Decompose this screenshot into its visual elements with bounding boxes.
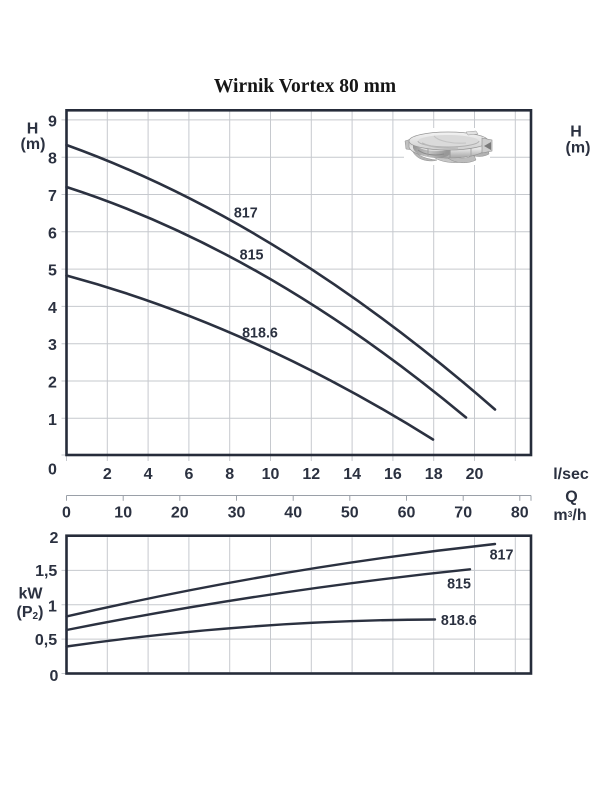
svg-text:817: 817 [234,206,258,222]
svg-text:818.6: 818.6 [242,325,278,341]
svg-text:40: 40 [284,505,302,522]
svg-text:7: 7 [48,188,57,205]
svg-text:Wirnik Vortex 80 mm: Wirnik Vortex 80 mm [214,76,396,97]
svg-text:80: 80 [511,505,529,522]
svg-text:6: 6 [48,225,57,242]
svg-text:2: 2 [103,466,112,483]
svg-text:8: 8 [225,466,234,483]
svg-text:0: 0 [50,668,59,685]
svg-text:H: H [570,123,582,140]
svg-text:2: 2 [50,530,59,547]
svg-text:9: 9 [48,113,57,130]
svg-text:3: 3 [48,337,57,354]
svg-text:m3/h: m3/h [553,507,586,524]
svg-text:(m): (m) [21,136,46,153]
svg-text:1,5: 1,5 [35,563,57,580]
svg-text:10: 10 [114,505,132,522]
svg-text:817: 817 [490,547,514,563]
svg-text:0: 0 [48,461,57,478]
svg-text:4: 4 [144,466,153,483]
svg-text:4: 4 [48,300,57,317]
svg-text:(m): (m) [566,140,591,157]
svg-text:2: 2 [48,375,57,392]
svg-text:70: 70 [454,505,472,522]
svg-text:1: 1 [48,412,57,429]
svg-text:0: 0 [62,505,71,522]
svg-text:14: 14 [343,466,361,483]
svg-text:0,5: 0,5 [35,632,57,649]
svg-text:16: 16 [384,466,402,483]
svg-text:l/sec: l/sec [553,466,589,483]
svg-text:815: 815 [447,576,471,592]
svg-text:Q: Q [565,489,577,506]
svg-text:10: 10 [262,466,280,483]
svg-text:60: 60 [398,505,416,522]
svg-text:1: 1 [48,599,57,616]
svg-text:5: 5 [48,263,57,280]
svg-text:30: 30 [228,505,246,522]
svg-text:H: H [27,120,39,137]
svg-text:12: 12 [302,466,320,483]
svg-text:20: 20 [171,505,189,522]
svg-text:kW: kW [19,586,44,603]
svg-text:50: 50 [341,505,359,522]
svg-text:20: 20 [466,466,484,483]
svg-text:8: 8 [48,151,57,168]
svg-text:818.6: 818.6 [441,613,477,629]
svg-text:18: 18 [425,466,443,483]
svg-text:6: 6 [184,466,193,483]
svg-text:815: 815 [240,247,264,263]
svg-text:(P2): (P2) [17,604,44,622]
